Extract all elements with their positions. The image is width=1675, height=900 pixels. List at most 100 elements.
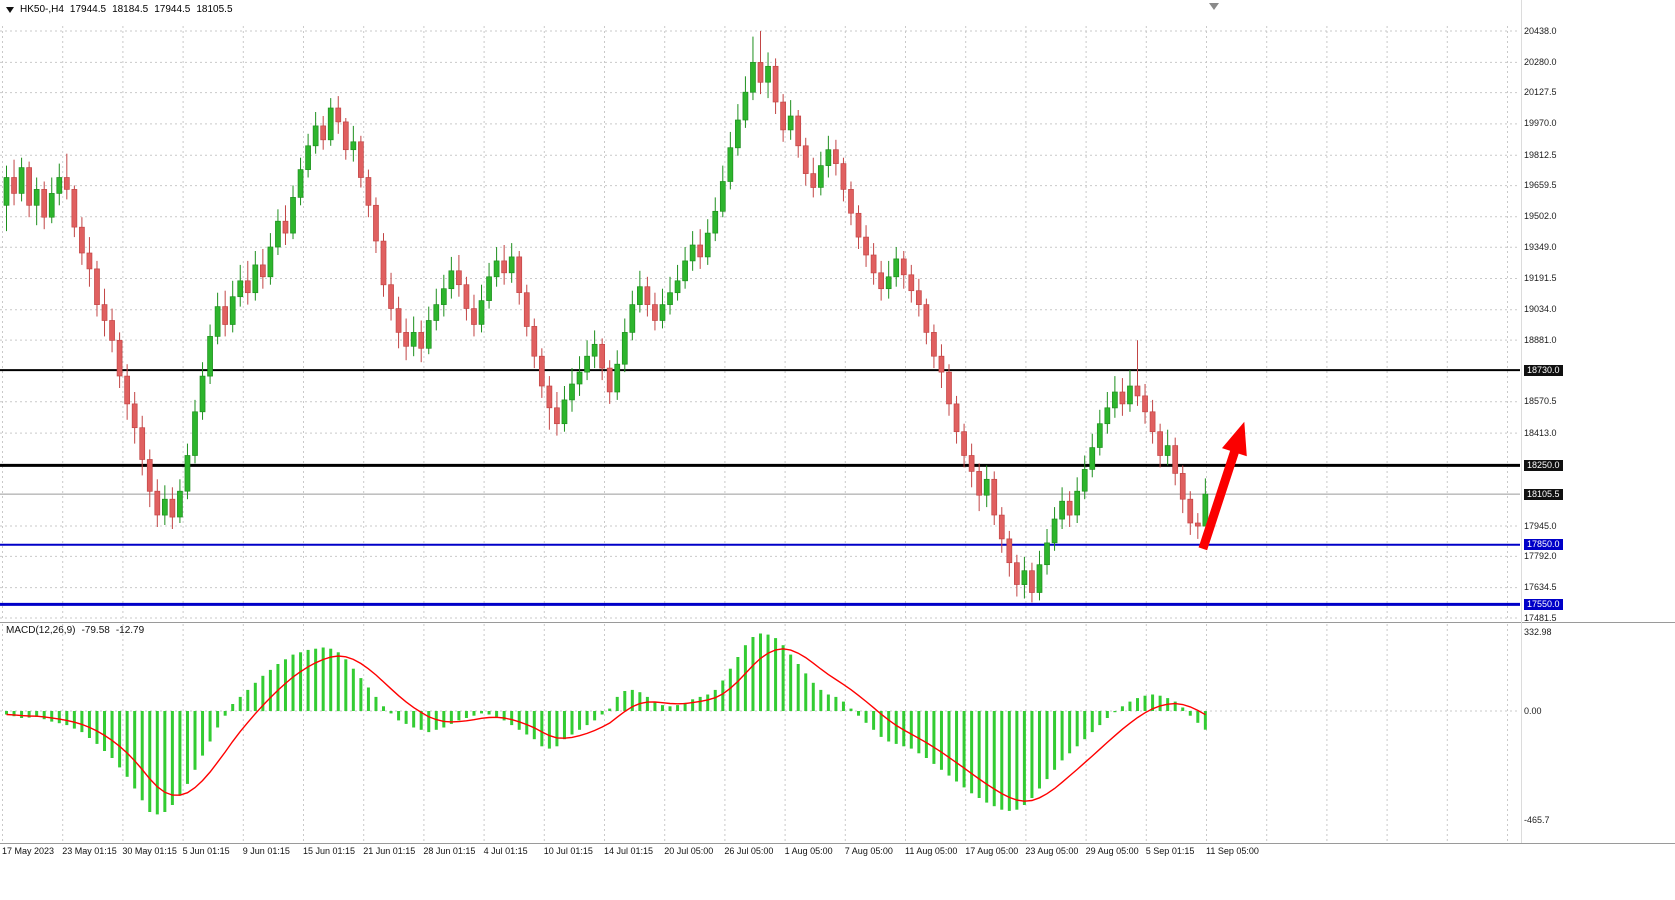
candle-body <box>373 204 379 242</box>
candle-body <box>267 246 274 278</box>
candle-body <box>727 147 734 182</box>
macd-bar <box>1090 711 1094 733</box>
macd-bar <box>691 699 695 712</box>
macd-bar <box>819 689 823 711</box>
macd-bar <box>804 673 808 711</box>
price-axis[interactable]: 20438.0 20280.0 20127.5 19970.0 19812.5 19659… <box>1522 0 1675 843</box>
candle-body <box>523 292 530 327</box>
macd-bar <box>774 638 778 711</box>
low-value: 17944.5 <box>154 4 191 15</box>
macd-bar <box>879 711 883 737</box>
time-axis[interactable]: 17 May 2023 23 May 01:15 30 May 01:15 5 Jun… <box>0 845 1675 861</box>
time-label: 10 Jul 01:15 <box>543 846 593 856</box>
price-tag-18730.0: 18730.0 <box>1524 364 1563 376</box>
candle-body <box>719 181 726 212</box>
macd-bar <box>27 711 31 718</box>
macd-bar <box>540 711 544 747</box>
macd-signal-line <box>6 648 1206 802</box>
price-tick-label: 19502.0 <box>1524 211 1557 222</box>
macd-bar <box>231 704 235 711</box>
symbol-info: HK50-,H4 17944.5 18184.5 17944.5 18105.5 <box>6 4 233 15</box>
candle-body <box>787 115 794 131</box>
macd-bar <box>759 633 762 711</box>
macd-bar <box>1136 698 1139 711</box>
candle-body <box>1202 493 1209 527</box>
candle-body <box>448 270 455 290</box>
time-label: 23 Aug 05:00 <box>1025 846 1079 856</box>
time-label: 1 Aug 05:00 <box>784 846 833 856</box>
macd-bar <box>676 705 680 711</box>
macd-bar <box>246 689 250 711</box>
macd-bar <box>547 711 551 749</box>
candle-body <box>614 363 621 393</box>
candle-body <box>229 296 236 325</box>
candle-body <box>184 455 191 492</box>
macd-bar <box>1105 711 1109 718</box>
macd-bar <box>578 711 582 730</box>
macd-bar <box>35 711 39 717</box>
candle-body <box>885 276 892 290</box>
macd-bar <box>849 708 853 711</box>
macd-bar <box>977 711 981 798</box>
macd-bar <box>201 711 205 756</box>
candle-body <box>735 119 741 149</box>
macd-bar <box>72 711 76 729</box>
candle-body <box>282 220 289 234</box>
macd-name: MACD(12,26,9) <box>6 625 76 636</box>
macd-bar <box>970 711 974 794</box>
candle-body <box>388 284 394 309</box>
macd-bar <box>728 668 732 711</box>
macd-bar <box>721 680 725 711</box>
candle-body <box>606 367 613 393</box>
time-label: 9 Jun 01:15 <box>242 846 290 856</box>
candle-body <box>637 286 643 305</box>
candle-body <box>629 304 636 333</box>
price-tick-label: 17792.0 <box>1524 550 1557 561</box>
candle-body <box>192 411 198 456</box>
candle-body <box>139 427 146 460</box>
candle-body <box>26 167 32 206</box>
macd-bar <box>924 711 928 758</box>
macd-bar <box>864 711 868 723</box>
candle-body <box>56 177 63 194</box>
macd-bar <box>766 634 770 711</box>
macd-bar <box>872 711 876 730</box>
macd-bar <box>615 696 619 711</box>
candle-body <box>116 339 123 377</box>
candle-body <box>780 101 786 131</box>
time-label: 26 Jul 05:00 <box>724 846 774 856</box>
candle-body <box>425 320 432 349</box>
macd-bar <box>947 711 951 776</box>
time-label: 20 Jul 05:00 <box>664 846 714 856</box>
macd-bar <box>1053 711 1057 770</box>
time-label: 23 May 01:15 <box>62 846 117 856</box>
macd-signal-value: -12.79 <box>115 625 145 636</box>
macd-bar <box>555 711 559 747</box>
macd-bar <box>909 711 913 749</box>
macd-bar <box>1173 701 1177 711</box>
candle-body <box>742 91 749 121</box>
macd-bar <box>1000 711 1004 810</box>
candle-body <box>154 490 161 516</box>
chart-shift-marker[interactable] <box>1209 3 1219 10</box>
macd-bar <box>1007 711 1011 811</box>
candle-body <box>403 332 409 347</box>
macd-bar <box>517 711 521 730</box>
candle-body <box>471 308 477 325</box>
macd-bar <box>95 711 99 744</box>
candle-body <box>320 125 327 141</box>
candle-body <box>1006 538 1013 564</box>
trend-arrow[interactable] <box>1198 421 1247 551</box>
candle-body <box>923 304 930 333</box>
price-tick-label: 18413.0 <box>1524 427 1557 438</box>
macd-bar <box>442 711 446 728</box>
price-tick-label: 20127.5 <box>1524 87 1557 98</box>
candle-body <box>531 326 538 357</box>
price-tick-label: 17481.5 <box>1524 612 1557 623</box>
macd-axis[interactable]: 332.98 0.00 -465.7 <box>1522 0 1675 843</box>
candle-body <box>1104 407 1111 425</box>
candle-body <box>1089 447 1096 470</box>
candle-body <box>983 478 990 496</box>
macd-bar <box>261 675 265 712</box>
